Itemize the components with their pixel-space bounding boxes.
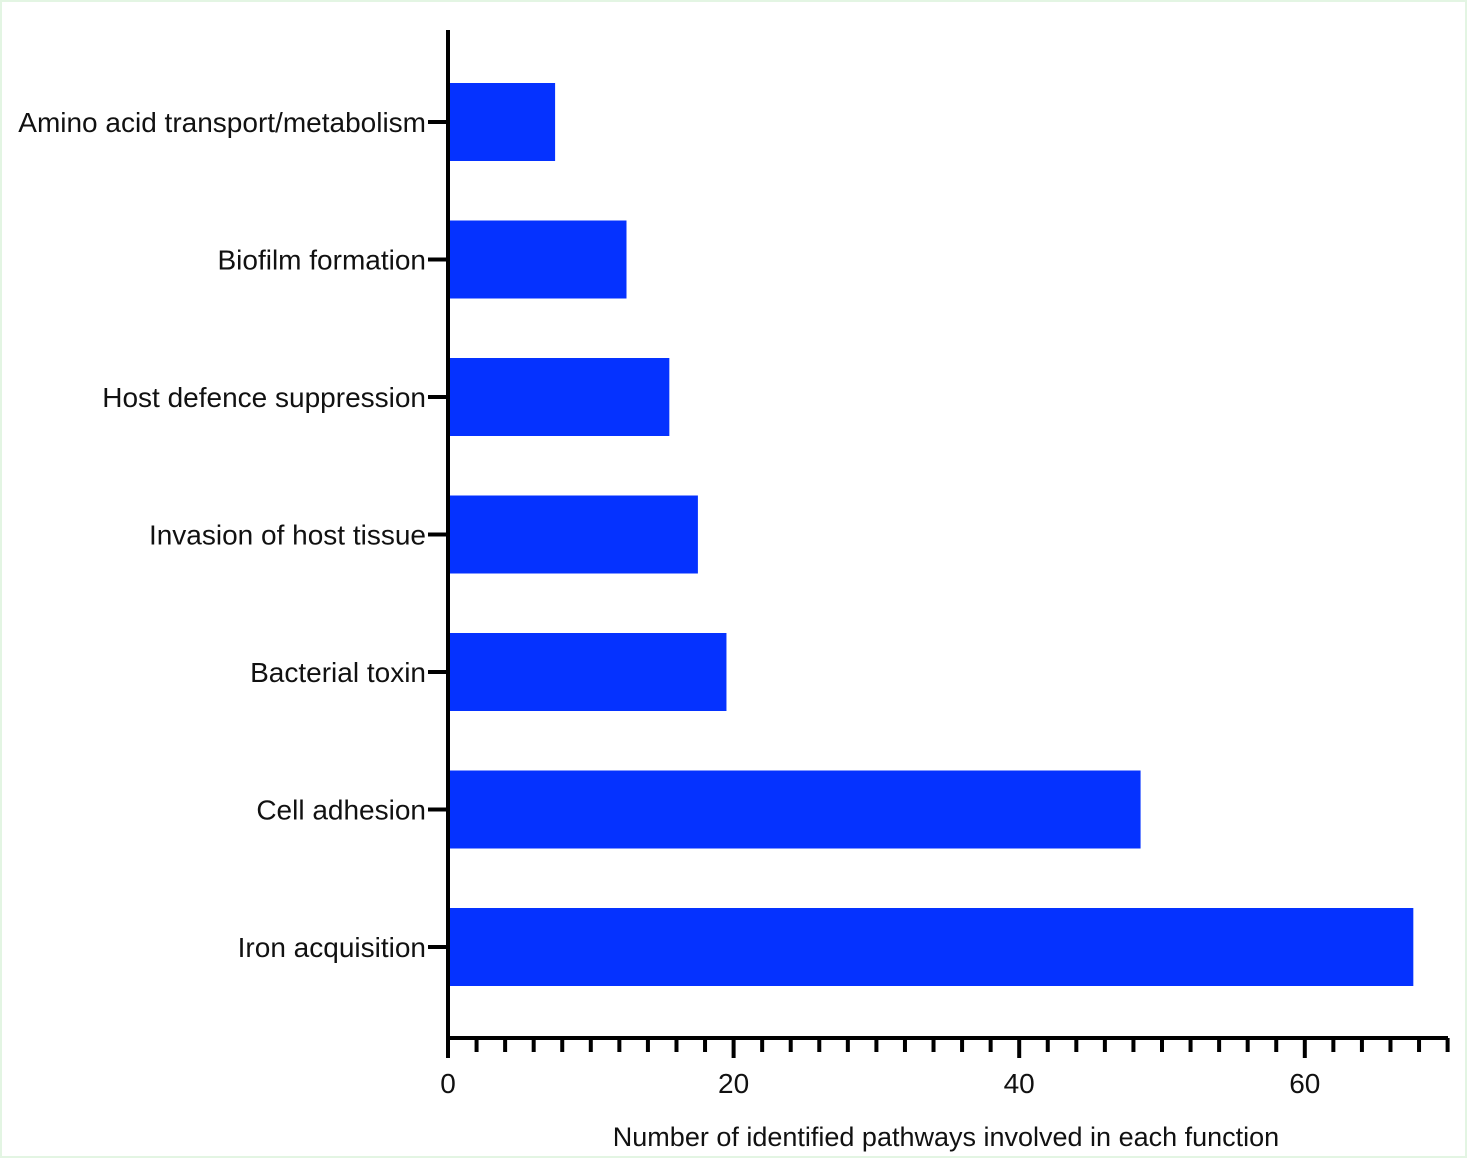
bar	[450, 770, 1141, 849]
x-tick-label: 0	[440, 1068, 456, 1099]
bar	[450, 220, 627, 299]
x-axis-title: Number of identified pathways involved i…	[613, 1122, 1279, 1152]
bar	[450, 633, 727, 711]
y-tick-label: Invasion of host tissue	[149, 520, 426, 551]
y-tick-label: Amino acid transport/metabolism	[18, 107, 426, 138]
y-tick-label: Host defence suppression	[102, 382, 426, 413]
bar	[450, 358, 670, 436]
x-axis: 0 20 40 60	[440, 1036, 1450, 1099]
y-tick-label: Biofilm formation	[217, 245, 426, 276]
y-tick-label: Cell adhesion	[256, 795, 426, 826]
y-axis: Amino acid transport/metabolism Biofilm f…	[18, 30, 450, 1040]
bar	[450, 908, 1414, 986]
y-tick-label: Iron acquisition	[238, 932, 426, 963]
bars-group	[450, 83, 1414, 986]
bar	[450, 495, 698, 574]
bar	[450, 83, 556, 161]
x-tick-label: 40	[1004, 1068, 1035, 1099]
x-tick-label: 20	[718, 1068, 749, 1099]
x-tick-label: 60	[1289, 1068, 1320, 1099]
y-tick-label: Bacterial toxin	[250, 657, 426, 688]
